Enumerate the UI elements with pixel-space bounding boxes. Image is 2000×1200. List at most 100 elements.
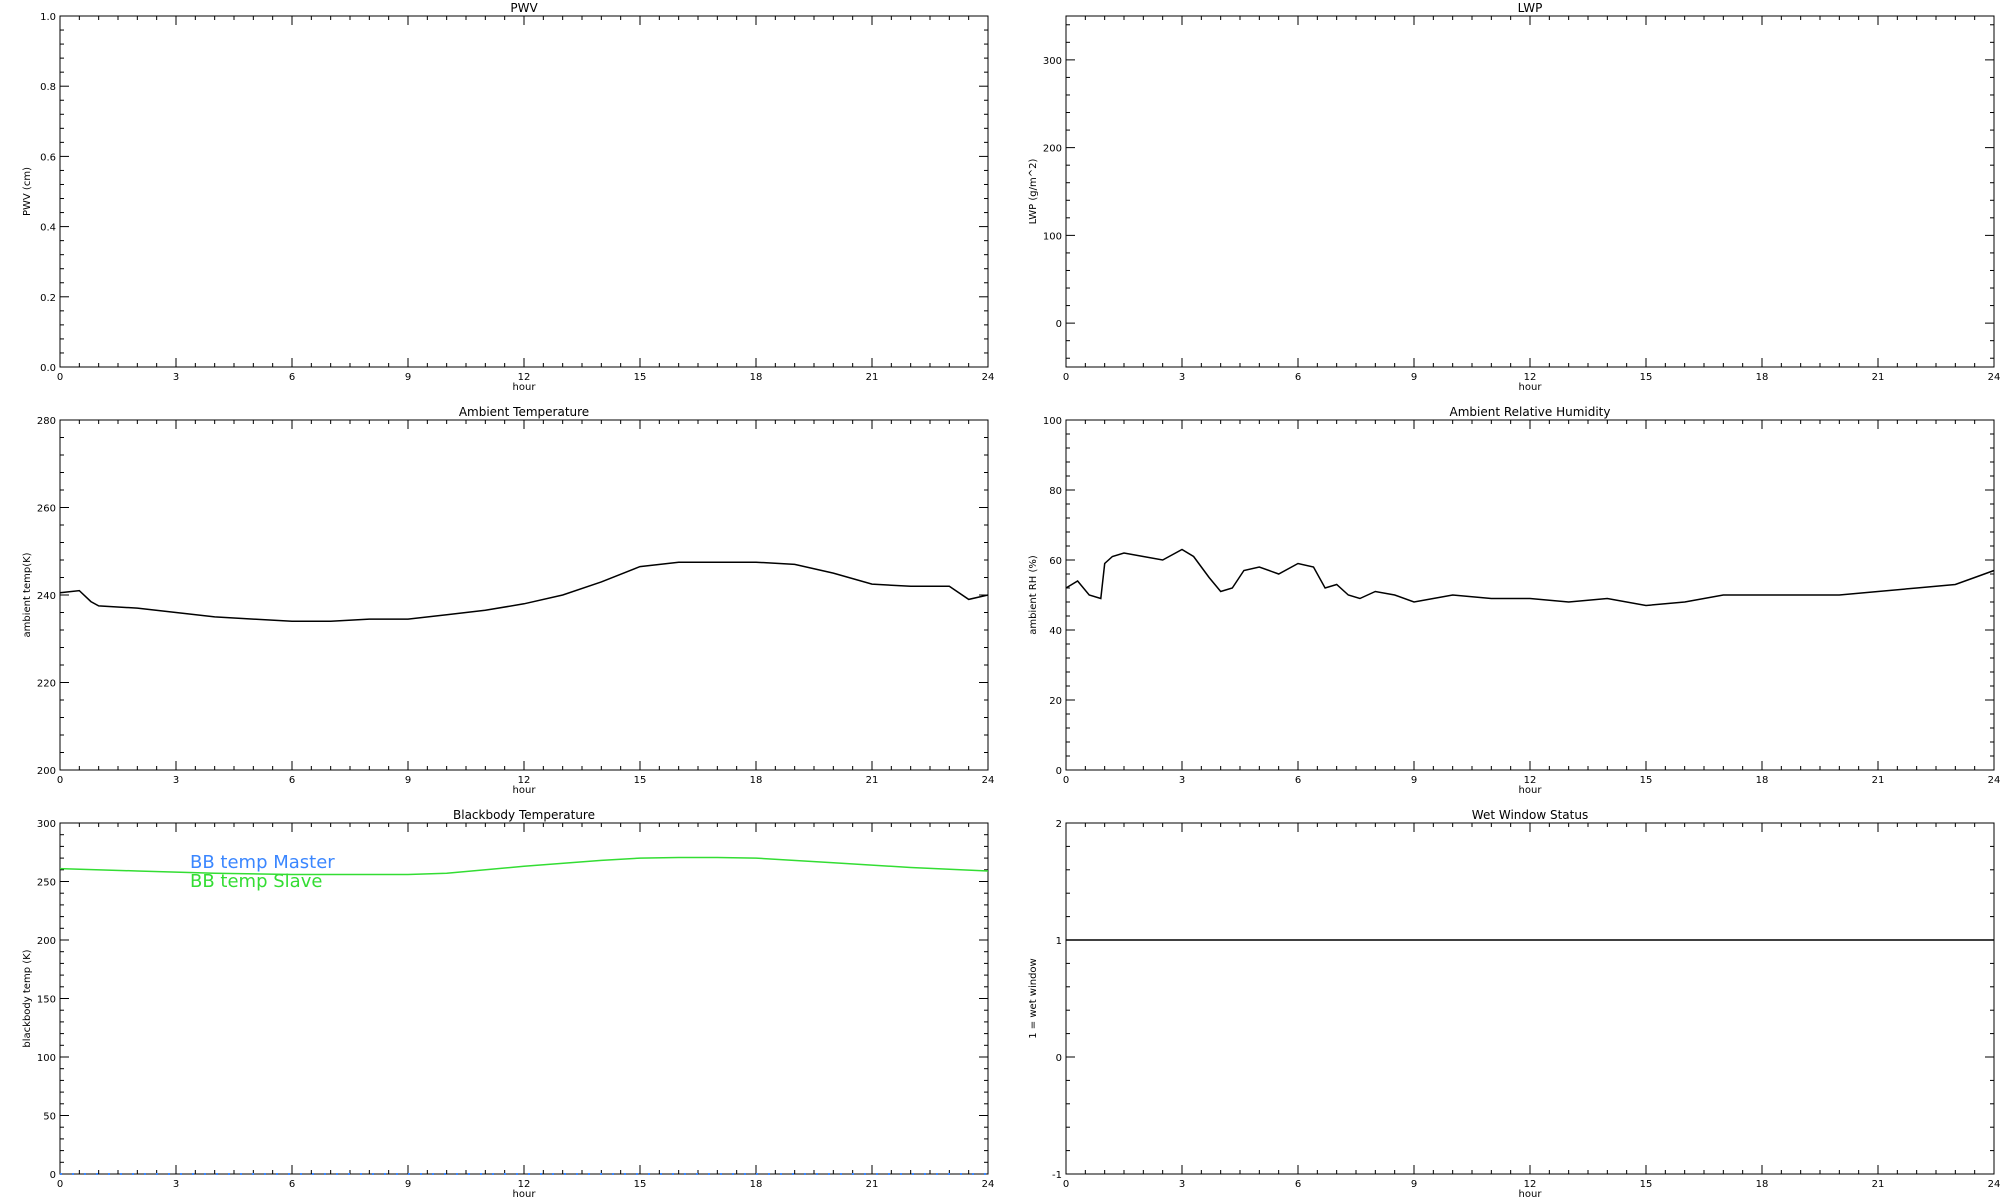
x-axis-label: hour — [1519, 785, 1543, 796]
y-tick-label: 40 — [1049, 626, 1062, 637]
series-line-0 — [59, 561, 989, 623]
y-tick-label: 200 — [1043, 144, 1062, 155]
chart-title: Ambient Relative Humidity — [1450, 405, 1611, 419]
series-line-1 — [59, 856, 989, 876]
x-tick-label: 0 — [1063, 372, 1069, 383]
x-tick-label: 24 — [982, 775, 995, 786]
x-tick-label: 0 — [1063, 775, 1069, 786]
y-axis-label: ambient temp(K) — [22, 552, 33, 637]
y-tick-label: 300 — [37, 819, 56, 830]
plot-frame — [1065, 419, 1995, 771]
x-tick-label: 18 — [750, 775, 763, 786]
y-tick-label: 1.0 — [40, 12, 56, 23]
y-tick-label: 0 — [1056, 319, 1062, 330]
y-tick-label: 100 — [1043, 231, 1062, 242]
x-tick-label: 6 — [1295, 372, 1301, 383]
x-tick-label: 9 — [405, 372, 411, 383]
y-tick-label: 200 — [37, 766, 56, 777]
x-tick-label: 3 — [1179, 372, 1185, 383]
y-axis-label: PWV (cm) — [22, 167, 33, 216]
y-tick-label: 0.2 — [40, 293, 56, 304]
x-tick-label: 6 — [1295, 775, 1301, 786]
x-tick-label: 6 — [289, 1179, 295, 1190]
x-tick-label: 21 — [866, 775, 879, 786]
chart-title: Blackbody Temperature — [453, 808, 595, 822]
y-tick-label: 0.8 — [40, 82, 56, 93]
y-tick-label: 0.0 — [40, 363, 56, 374]
y-tick-label: 0.4 — [40, 223, 56, 234]
x-tick-label: 9 — [405, 775, 411, 786]
x-tick-label: 24 — [982, 1179, 995, 1190]
x-tick-label: 18 — [1756, 1179, 1769, 1190]
x-tick-label: 12 — [1524, 372, 1537, 383]
chart-title: LWP — [1518, 1, 1543, 15]
chart-title: Wet Window Status — [1472, 808, 1588, 822]
x-axis-label: hour — [1519, 382, 1543, 393]
x-tick-label: 15 — [634, 1179, 647, 1190]
y-tick-label: 0 — [50, 1170, 56, 1181]
x-axis-label: hour — [513, 382, 537, 393]
y-tick-label: 220 — [37, 679, 56, 690]
x-tick-label: 18 — [750, 372, 763, 383]
y-tick-label: 100 — [1043, 416, 1062, 427]
y-tick-label: 0.6 — [40, 152, 56, 163]
x-axis-label: hour — [1519, 1189, 1543, 1200]
x-tick-label: 24 — [1988, 372, 2000, 383]
x-tick-label: 0 — [57, 1179, 63, 1190]
plot-frame — [59, 419, 989, 771]
x-tick-label: 9 — [1411, 1179, 1417, 1190]
x-tick-label: 15 — [1640, 372, 1653, 383]
chart-panel-bb: Blackbody Temperature 0 3 6 9 12 15 18 21 24 hour 0… — [22, 808, 994, 1200]
y-tick-label: 260 — [37, 504, 56, 515]
x-tick-label: 9 — [405, 1179, 411, 1190]
y-tick-label: 0 — [1056, 766, 1062, 777]
y-axis-label: LWP (g/m^2) — [1028, 159, 1039, 225]
x-tick-label: 3 — [1179, 775, 1185, 786]
x-tick-label: 18 — [1756, 775, 1769, 786]
x-tick-label: 12 — [1524, 1179, 1537, 1190]
series-line-0 — [1065, 548, 1995, 607]
y-tick-label: 0 — [1056, 1053, 1062, 1064]
x-tick-label: 6 — [289, 775, 295, 786]
y-tick-label: 250 — [37, 878, 56, 889]
x-tick-label: 15 — [634, 775, 647, 786]
x-tick-label: 0 — [57, 372, 63, 383]
legend-entry-1: BB temp Slave — [190, 871, 322, 892]
y-tick-label: 50 — [43, 1112, 56, 1123]
x-tick-label: 24 — [1988, 775, 2000, 786]
x-tick-label: 6 — [1295, 1179, 1301, 1190]
y-tick-label: 2 — [1056, 819, 1062, 830]
x-tick-label: 21 — [866, 1179, 879, 1190]
y-tick-label: 80 — [1049, 486, 1062, 497]
x-tick-label: 3 — [173, 1179, 179, 1190]
y-tick-label: 100 — [37, 1053, 56, 1064]
legend-entry-0: BB temp Master — [190, 852, 335, 873]
x-tick-label: 9 — [1411, 775, 1417, 786]
x-tick-label: 15 — [1640, 775, 1653, 786]
chart-title: Ambient Temperature — [459, 405, 589, 419]
y-tick-label: 1 — [1056, 936, 1062, 947]
x-tick-label: 24 — [982, 372, 995, 383]
x-tick-label: 3 — [173, 372, 179, 383]
x-tick-label: 6 — [289, 372, 295, 383]
plot-frame — [1065, 15, 1995, 368]
x-tick-label: 15 — [634, 372, 647, 383]
x-tick-label: 0 — [1063, 1179, 1069, 1190]
chart-panel-rh: Ambient Relative Humidity 0 3 6 9 12 15 18 21 24 h… — [1028, 405, 2000, 796]
x-tick-label: 12 — [518, 1179, 531, 1190]
x-tick-label: 18 — [750, 1179, 763, 1190]
x-tick-label: 0 — [57, 775, 63, 786]
x-tick-label: 21 — [866, 372, 879, 383]
x-tick-label: 9 — [1411, 372, 1417, 383]
x-tick-label: 21 — [1872, 1179, 1885, 1190]
x-axis-label: hour — [513, 785, 537, 796]
y-tick-label: -1 — [1052, 1170, 1062, 1181]
x-tick-label: 12 — [518, 775, 531, 786]
y-tick-label: 150 — [37, 995, 56, 1006]
y-axis-label: ambient RH (%) — [1028, 555, 1039, 635]
x-tick-label: 3 — [173, 775, 179, 786]
plot-frame — [1065, 822, 1995, 1175]
x-tick-label: 12 — [1524, 775, 1537, 786]
